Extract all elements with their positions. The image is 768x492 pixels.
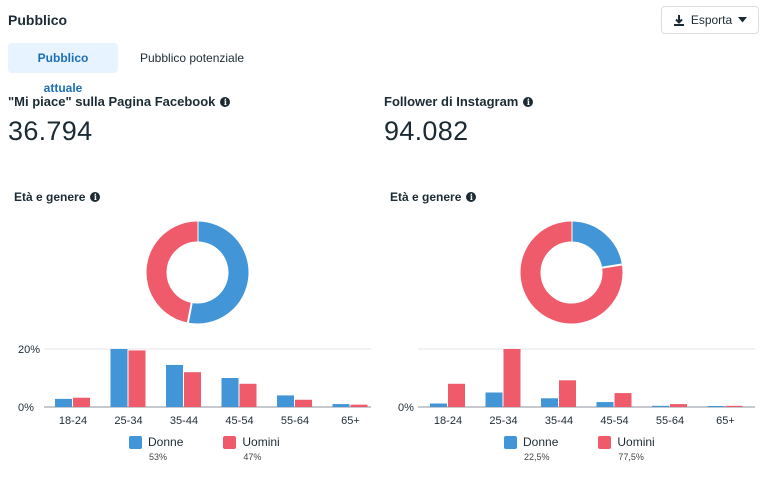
y-tick-label: 20% (18, 344, 40, 356)
x-tick-label: 65+ (716, 415, 735, 427)
facebook-likes-value: 36.794 (8, 116, 93, 146)
x-tick-label: 35-44 (545, 415, 573, 427)
info-icon[interactable]: i (466, 192, 477, 202)
bar-donne-55-64[interactable] (277, 395, 294, 407)
age-gender-title-text: Età e genere (14, 190, 86, 204)
tab-pubblico-potenziale[interactable]: Pubblico potenziale (140, 51, 245, 65)
legend-label: Uomini (242, 435, 280, 449)
x-tick-label: 55-64 (281, 415, 309, 427)
export-label: Esporta (690, 13, 733, 27)
age-gender-title-instagram: Età e genere i (390, 190, 477, 204)
bar-uomini-18-24[interactable] (448, 383, 465, 407)
bar-uomini-25-34[interactable] (128, 350, 146, 407)
bar-uomini-55-64[interactable] (670, 404, 687, 407)
info-icon[interactable]: i (90, 192, 101, 202)
legend-label: Uomini (617, 435, 655, 449)
x-tick-label: 35-44 (170, 415, 198, 427)
legend-percentage: 77,5% (618, 452, 644, 462)
legend-item-uomini: Uomini 47% (223, 435, 280, 462)
age-gender-title-facebook: Età e genere i (14, 190, 101, 204)
facebook-likes-label-text: "Mi piace" sulla Pagina Facebook (8, 94, 216, 109)
legend-label: Donne (523, 435, 559, 449)
bar-donne-65+[interactable] (332, 404, 350, 407)
export-button[interactable]: Esporta (661, 6, 759, 34)
donut-slice-uomini (520, 221, 623, 324)
legend-item-uomini: Uomini 77,5% (598, 435, 655, 462)
bar-donne-35-44[interactable] (541, 398, 558, 407)
bar-uomini-25-34[interactable] (503, 349, 521, 407)
bar-uomini-65+[interactable] (725, 405, 743, 407)
facebook-age-bar-chart: 20% 0% 18-24 25-34 35-44 45-54 55-64 65+ (18, 344, 371, 427)
bar-uomini-55-64[interactable] (295, 399, 312, 407)
instagram-gender-donut (520, 221, 623, 324)
y-tick-label: 0% (18, 402, 34, 414)
x-tick-label: 45-54 (600, 415, 628, 427)
donne-swatch (504, 435, 517, 449)
y-tick-label: 0% (398, 402, 414, 414)
bar-uomini-65+[interactable] (350, 404, 368, 407)
x-tick-label: 18-24 (59, 415, 87, 427)
bar-uomini-18-24[interactable] (73, 397, 90, 407)
legend-item-donne: Donne 22,5% (504, 435, 558, 462)
bar-donne-45-54[interactable] (596, 402, 614, 407)
legend-percentage: 22,5% (524, 452, 550, 462)
bar-uomini-35-44[interactable] (184, 372, 201, 407)
legend-item-donne: Donne 53% (129, 435, 183, 462)
bar-donne-35-44[interactable] (166, 364, 183, 407)
x-tick-label: 25-34 (489, 415, 517, 427)
donut-slice-donne (187, 221, 249, 324)
legend-label: Donne (148, 435, 184, 449)
bar-donne-18-24[interactable] (55, 398, 72, 407)
bar-donne-25-34[interactable] (110, 349, 128, 407)
bar-donne-45-54[interactable] (221, 378, 239, 407)
tab-pubblico-attuale[interactable]: Pubblico attuale (8, 43, 118, 95)
donut-separator (186, 302, 193, 323)
instagram-age-bar-chart: 0% 18-24 25-34 35-44 45-54 55-64 65+ (398, 348, 755, 427)
x-tick-label: 18-24 (434, 415, 462, 427)
download-icon (673, 14, 684, 26)
facebook-gender-donut (146, 221, 249, 324)
x-tick-label: 55-64 (656, 415, 684, 427)
bar-donne-18-24[interactable] (430, 403, 447, 407)
bar-donne-65+[interactable] (707, 406, 725, 407)
info-icon[interactable]: i (220, 96, 231, 107)
uomini-swatch (223, 435, 237, 449)
facebook-likes-label: "Mi piace" sulla Pagina Facebook i (8, 94, 231, 109)
bar-uomini-45-54[interactable] (239, 383, 257, 407)
page-title: Pubblico (8, 12, 68, 28)
x-tick-label: 45-54 (225, 415, 253, 427)
legend-percentage: 47% (243, 452, 262, 462)
legend-percentage: 53% (149, 452, 168, 462)
donne-swatch (129, 435, 142, 449)
age-gender-title-text: Età e genere (390, 190, 462, 204)
caret-down-icon (738, 17, 748, 23)
instagram-followers-value: 94.082 (384, 116, 469, 146)
uomini-swatch (598, 435, 612, 449)
bar-uomini-45-54[interactable] (614, 393, 632, 407)
info-icon[interactable]: i (523, 96, 534, 107)
x-tick-label: 25-34 (114, 415, 142, 427)
facebook-legend: Donne 53% Uomini 47% (129, 435, 280, 462)
bar-donne-25-34[interactable] (485, 392, 503, 408)
instagram-legend: Donne 22,5% Uomini 77,5% (504, 435, 655, 462)
bar-donne-55-64[interactable] (652, 405, 669, 407)
donut-slice-uomini (146, 221, 199, 323)
instagram-followers-label: Follower di Instagram i (384, 94, 534, 109)
donut-slice-donne (570, 221, 622, 269)
bar-uomini-35-44[interactable] (559, 380, 576, 407)
donut-separator (601, 263, 623, 269)
instagram-followers-label-text: Follower di Instagram (384, 94, 519, 109)
x-tick-label: 65+ (341, 415, 360, 427)
